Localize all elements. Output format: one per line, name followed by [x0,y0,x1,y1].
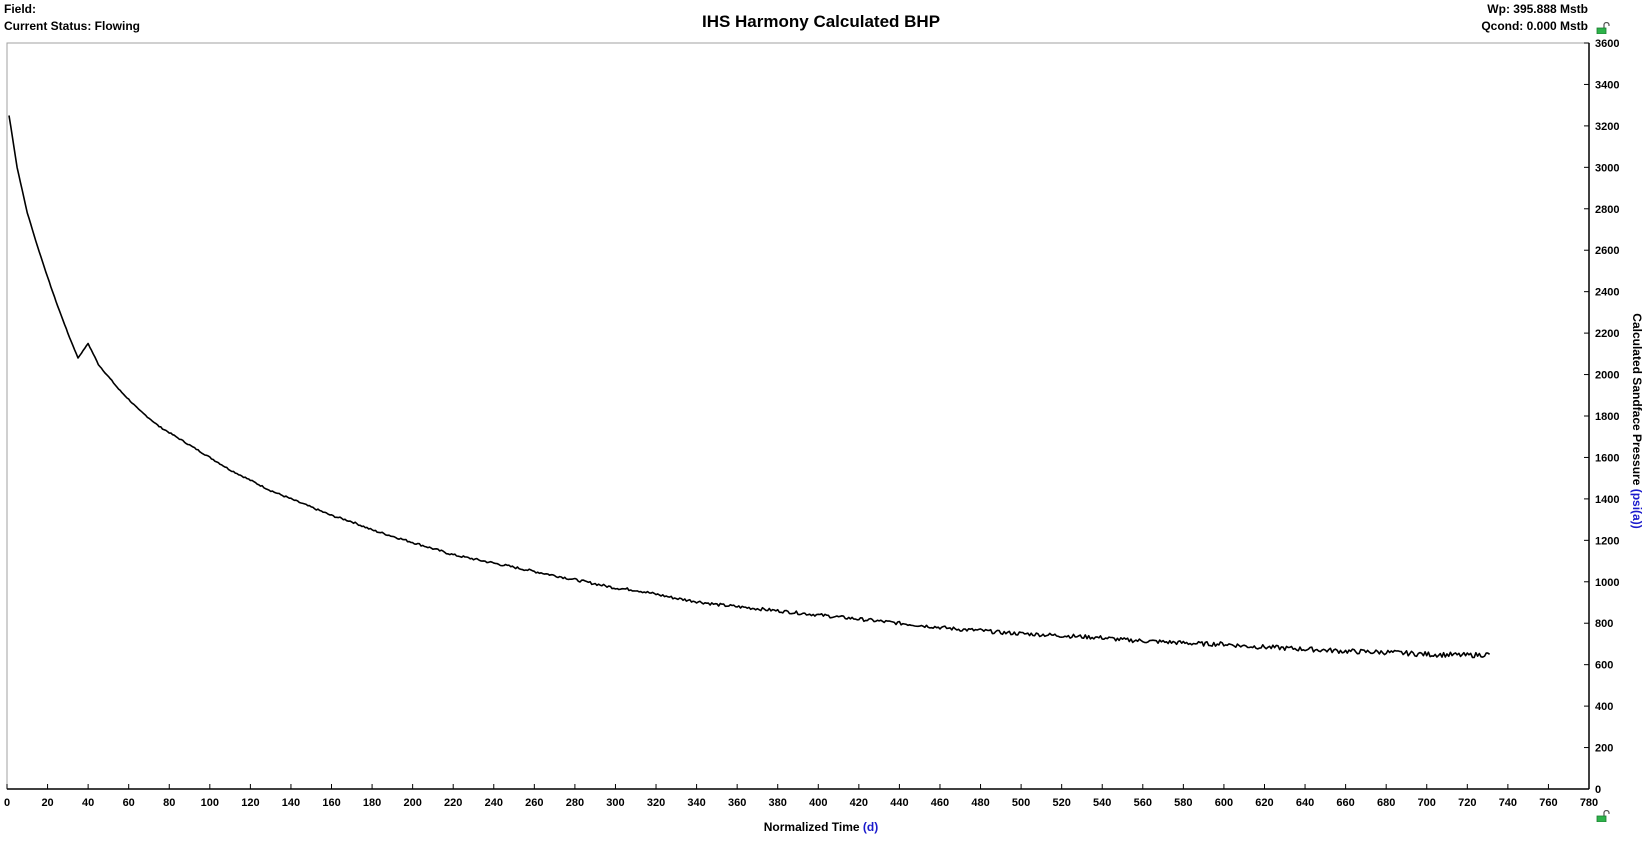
y-tick-label: 3000 [1595,162,1619,174]
x-tick-label: 700 [1418,797,1436,809]
x-tick-label: 260 [525,797,543,809]
y-tick-label: 1400 [1595,494,1619,506]
x-tick-label: 100 [201,797,219,809]
y-tick-label: 2000 [1595,370,1619,382]
x-axis-title: Normalized Time (d) [0,820,1642,834]
x-tick-label: 760 [1539,797,1557,809]
current-status-label: Current Status: Flowing [4,19,140,33]
x-tick-label: 680 [1377,797,1395,809]
y-tick-label: 1200 [1595,535,1619,547]
x-tick-label: 360 [728,797,746,809]
x-tick-label: 140 [282,797,300,809]
x-tick-label: 320 [647,797,665,809]
x-tick-label: 580 [1174,797,1192,809]
x-axis-unit: (d) [862,820,879,834]
x-tick-label: 160 [322,797,340,809]
x-tick-label: 520 [1052,797,1070,809]
x-tick-label: 300 [606,797,624,809]
y-tick-label: 1000 [1595,577,1619,589]
x-tick-label: 540 [1093,797,1111,809]
x-axis-label: Normalized Time [763,820,860,834]
x-tick-label: 20 [41,797,53,809]
x-tick-label: 660 [1336,797,1354,809]
y-tick-label: 2400 [1595,287,1619,299]
y-tick-label: 3400 [1595,79,1619,91]
x-tick-label: 640 [1296,797,1314,809]
x-tick-label: 560 [1134,797,1152,809]
x-tick-label: 600 [1215,797,1233,809]
x-tick-label: 400 [809,797,827,809]
y-tick-label: 3200 [1595,121,1619,133]
x-tick-label: 440 [890,797,908,809]
x-tick-label: 60 [123,797,135,809]
wp-label: Wp: 395.888 Mstb [1487,2,1588,16]
x-tick-label: 180 [363,797,381,809]
x-tick-label: 120 [241,797,259,809]
x-tick-label: 240 [485,797,503,809]
unlocked-padlock-icon[interactable] [1596,810,1610,822]
x-tick-label: 80 [163,797,175,809]
y-tick-label: 800 [1595,618,1613,630]
field-label: Field: [4,2,36,16]
x-tick-label: 740 [1499,797,1517,809]
x-tick-label: 420 [850,797,868,809]
x-tick-label: 620 [1255,797,1273,809]
x-tick-label: 500 [1012,797,1030,809]
x-tick-label: 0 [4,797,10,809]
y-tick-label: 400 [1595,701,1613,713]
y-tick-label: 1800 [1595,411,1619,423]
y-tick-label: 2800 [1595,204,1619,216]
y-axis-unit: (psi(a)) [1630,488,1642,529]
qcond-label: Qcond: 0.000 Mstb [1481,19,1588,33]
plot-frame [6,42,1590,790]
x-tick-label: 480 [971,797,989,809]
y-tick-label: 600 [1595,660,1613,672]
y-tick-label: 200 [1595,743,1613,755]
y-axis-label: Calculated Sandface Pressure [1630,313,1642,486]
y-axis-title: Calculated Sandface Pressure (psi(a)) [1630,313,1642,528]
y-tick-label: 2600 [1595,245,1619,257]
chart-title: IHS Harmony Calculated BHP [701,12,941,31]
y-tick-label: 3600 [1595,38,1619,50]
x-tick-label: 200 [403,797,421,809]
x-tick-label: 40 [82,797,94,809]
x-tick-label: 460 [931,797,949,809]
unlocked-padlock-icon[interactable] [1596,22,1610,34]
x-tick-label: 380 [769,797,787,809]
y-tick-label: 1600 [1595,452,1619,464]
y-tick-label: 0 [1595,784,1601,796]
x-tick-label: 220 [444,797,462,809]
x-tick-label: 780 [1580,797,1598,809]
y-tick-label: 2200 [1595,328,1619,340]
x-tick-label: 340 [687,797,705,809]
x-tick-label: 720 [1458,797,1476,809]
x-tick-label: 280 [566,797,584,809]
pressure-series-line [8,115,1491,659]
